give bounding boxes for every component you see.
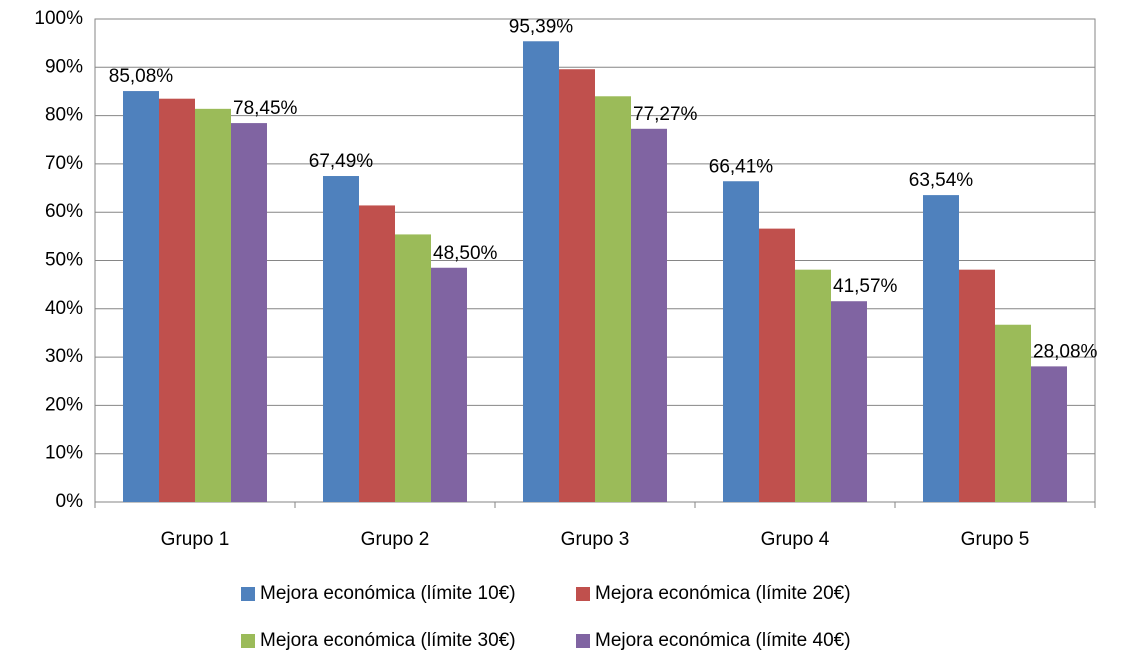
data-label: 77,27%	[633, 104, 698, 125]
data-label: 67,49%	[309, 151, 374, 172]
bar	[523, 41, 559, 503]
legend-label: Mejora económica (límite 10€)	[260, 583, 516, 604]
x-tick-label: Grupo 5	[961, 529, 1030, 550]
legend-swatch	[241, 587, 255, 601]
bar	[323, 176, 359, 502]
x-tick-label: Grupo 4	[761, 529, 830, 550]
y-tick-label: 20%	[45, 394, 83, 415]
y-tick-label: 0%	[56, 491, 84, 512]
bar	[995, 324, 1031, 502]
x-tick-label: Grupo 2	[361, 529, 430, 550]
bar	[195, 108, 231, 502]
bar	[759, 228, 795, 502]
x-tick-label: Grupo 3	[561, 529, 630, 550]
bar	[559, 69, 595, 503]
bar	[723, 181, 759, 503]
bar	[123, 91, 159, 502]
bar	[631, 128, 667, 503]
bar	[395, 234, 431, 502]
data-label: 41,57%	[833, 276, 898, 297]
bar	[795, 269, 831, 502]
y-tick-label: 30%	[45, 346, 83, 367]
data-label: 66,41%	[709, 156, 774, 177]
data-label: 28,08%	[1033, 341, 1098, 362]
legend-label: Mejora económica (límite 40€)	[595, 630, 851, 651]
bar	[431, 267, 467, 502]
y-tick-label: 80%	[45, 105, 83, 126]
y-tick-label: 10%	[45, 443, 83, 464]
bar	[923, 195, 959, 502]
legend-swatch	[576, 587, 590, 601]
y-tick-label: 60%	[45, 201, 83, 222]
data-label: 85,08%	[109, 66, 174, 87]
bar	[831, 301, 867, 502]
data-label: 78,45%	[233, 98, 298, 119]
legend-swatch	[576, 634, 590, 648]
x-tick-label: Grupo 1	[161, 529, 230, 550]
data-label: 48,50%	[433, 243, 498, 264]
data-label: 95,39%	[509, 16, 574, 37]
legend-label: Mejora económica (límite 30€)	[260, 630, 516, 651]
bar	[595, 96, 631, 502]
data-label: 63,54%	[909, 170, 974, 191]
y-tick-label: 90%	[45, 56, 83, 77]
legend-label: Mejora económica (límite 20€)	[595, 583, 851, 604]
y-tick-label: 70%	[45, 153, 83, 174]
bar	[359, 205, 395, 503]
y-tick-label: 50%	[45, 250, 83, 271]
bar	[159, 98, 195, 502]
bar	[1031, 366, 1067, 502]
bar	[231, 123, 267, 503]
legend-swatch	[241, 634, 255, 648]
y-tick-label: 40%	[45, 298, 83, 319]
bar	[959, 269, 995, 502]
y-tick-label: 100%	[34, 8, 83, 29]
